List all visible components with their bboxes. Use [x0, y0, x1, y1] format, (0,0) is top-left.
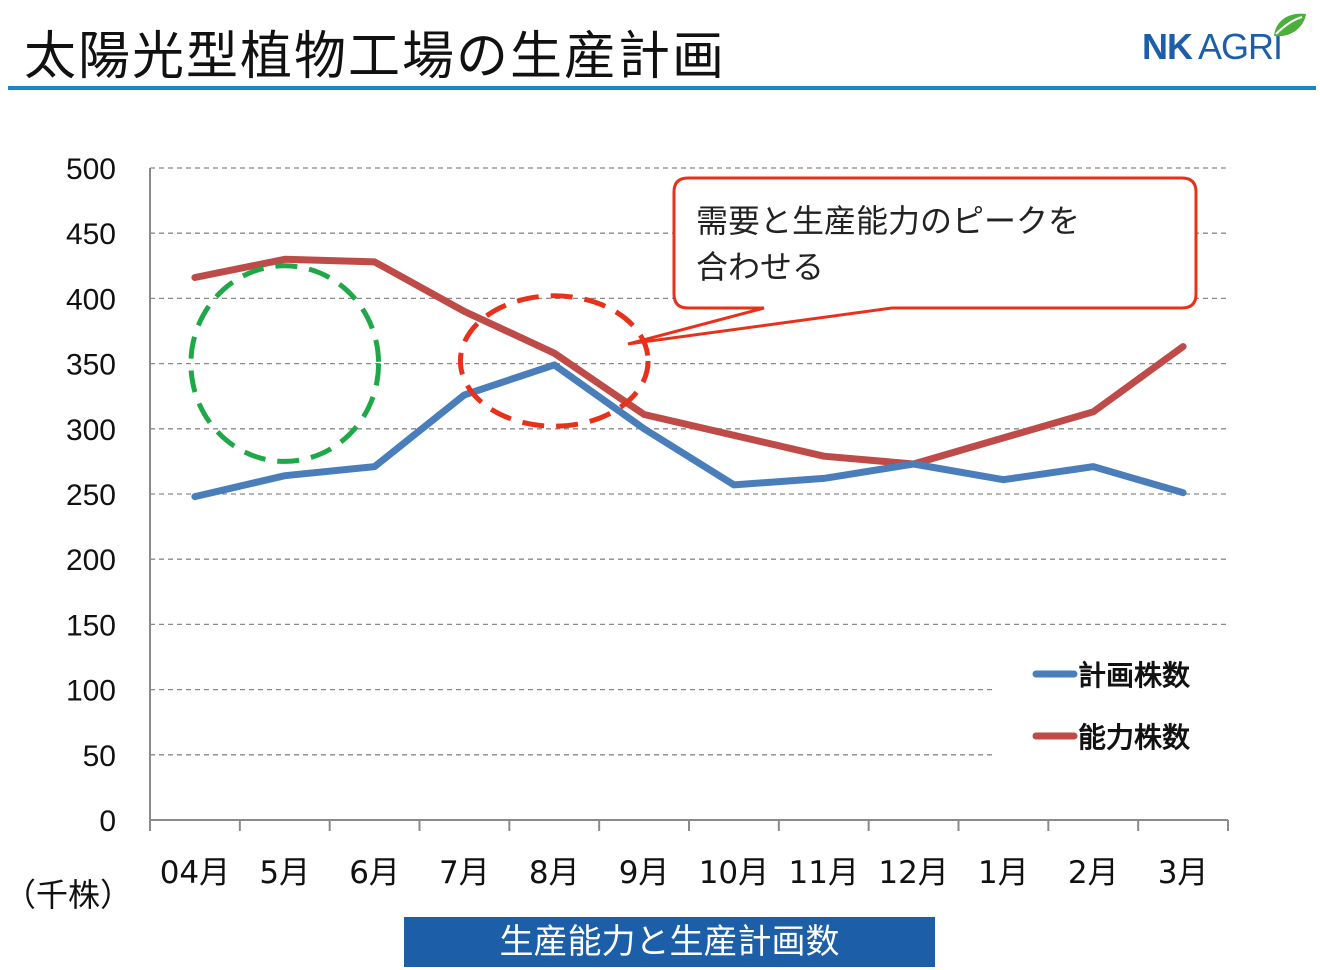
x-tick-label: 11月: [789, 855, 859, 891]
callout-line-2: 合わせる: [696, 248, 825, 286]
leaf-icon: [1274, 13, 1306, 37]
x-tick-label: 8月: [529, 855, 580, 891]
x-tick-label: 12月: [878, 855, 948, 891]
nk-agri-logo: NK AGRI: [1142, 10, 1312, 70]
highlight-ellipse: [457, 293, 651, 429]
callout-bubble: [627, 176, 1198, 346]
page-title: 太陽光型植物工場の生産計画: [24, 27, 727, 87]
y-tick-label: 250: [66, 479, 116, 512]
y-tick-label: 300: [66, 414, 116, 447]
y-tick-label: 150: [66, 609, 116, 642]
callout-text: 需要と生産能力のピークを 合わせる: [696, 198, 1176, 290]
y-tick-label: 400: [66, 283, 116, 316]
legend-label: 能力株数: [1078, 721, 1191, 754]
logo-text: NK AGRI: [1142, 26, 1283, 68]
series-line: [191, 255, 1187, 468]
logo-nk: NK: [1142, 26, 1193, 67]
title-underline: [8, 86, 1316, 90]
logo-agri: AGRI: [1198, 26, 1283, 67]
y-tick-label: 200: [66, 544, 116, 577]
x-tick-label: 2月: [1068, 855, 1119, 891]
x-tick-label: 5月: [259, 855, 310, 891]
x-tick-label: 1月: [978, 855, 1029, 891]
y-tick-label: 450: [66, 218, 116, 251]
x-tick-label: 7月: [439, 855, 490, 891]
y-tick-label: 50: [83, 740, 116, 773]
x-tick-label: 04月: [160, 855, 230, 891]
y-tick-label: 100: [66, 675, 116, 708]
y-tick-label: 500: [66, 153, 116, 186]
legend-label: 計画株数: [1078, 659, 1191, 692]
y-tick-label: 350: [66, 349, 116, 382]
series-line: [191, 361, 1187, 501]
x-tick-label: 9月: [619, 855, 670, 891]
callout-line-1: 需要と生産能力のピークを: [696, 202, 1081, 240]
x-tick-label: 3月: [1158, 855, 1209, 891]
y-tick-label: 0: [99, 805, 116, 838]
chart-caption-banner: 生産能力と生産計画数: [404, 917, 935, 967]
y-axis-unit-label: （千株）: [4, 876, 133, 914]
highlight-ellipse: [188, 263, 382, 464]
x-tick-label: 6月: [349, 855, 400, 891]
x-tick-label: 10月: [699, 855, 769, 891]
